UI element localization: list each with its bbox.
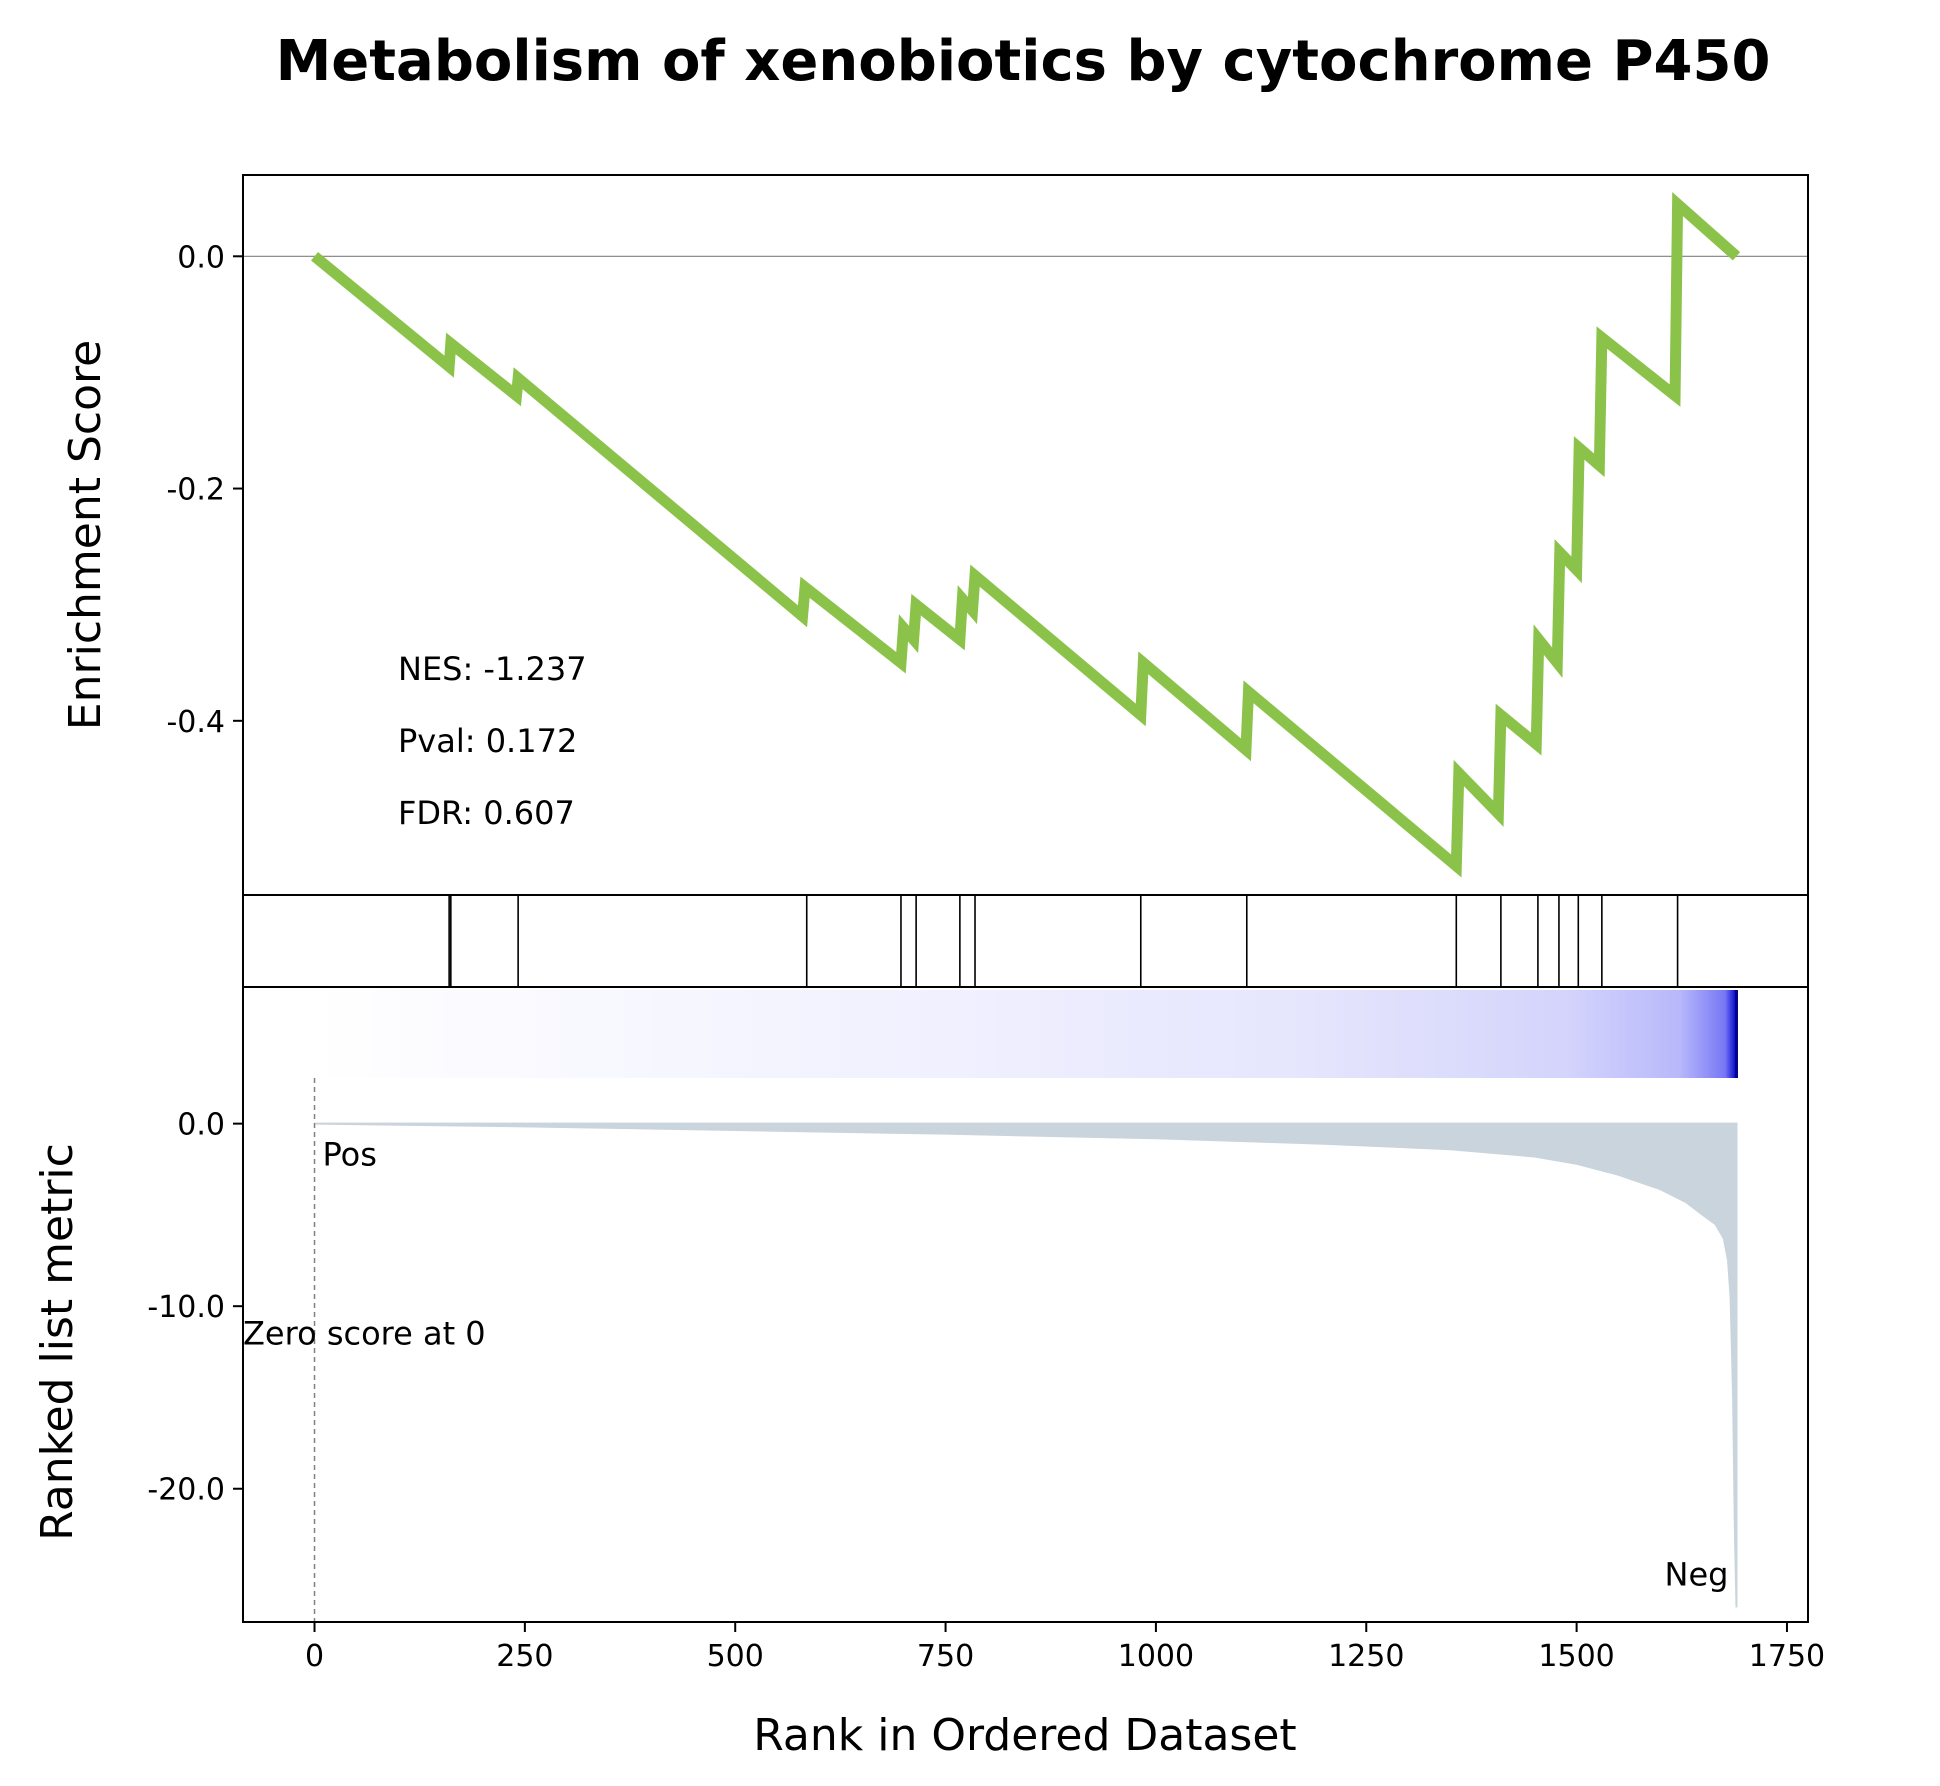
x-ticks: 0 250 500 750 1000 1250 1500 1750 xyxy=(305,1622,1825,1674)
fdr-annotation: FDR: 0.607 xyxy=(398,794,575,832)
enrichment-score-line xyxy=(311,191,1741,878)
ranked-metric-panel: Zero score at 0 Pos Neg 0.0 -10.0 -20.0 0 2… xyxy=(32,986,1825,1761)
ranked-metric-y-label: Ranked list metric xyxy=(32,1143,83,1541)
enrichment-y-label: Enrichment Score xyxy=(60,340,111,730)
x-tick-label: 1250 xyxy=(1328,1639,1404,1674)
enrichment-y-tick-label: -0.2 xyxy=(166,473,225,508)
x-tick-label: 1000 xyxy=(1118,1639,1194,1674)
ranked-metric-y-ticks: 0.0 -10.0 -20.0 xyxy=(147,1108,243,1508)
enrichment-panel: 0.0 -0.2 -0.4 Enrichment Score NES: -1.237… xyxy=(60,174,1809,896)
pval-annotation: Pval: 0.172 xyxy=(398,722,577,760)
hits-panel xyxy=(242,894,1809,988)
hits-axes-frame xyxy=(242,894,1809,988)
x-tick-label: 1750 xyxy=(1749,1639,1825,1674)
ranked-metric-area xyxy=(314,1122,1738,1608)
x-tick-label: 750 xyxy=(917,1639,974,1674)
pos-label: Pos xyxy=(323,1136,377,1174)
ranked-metric-axes-frame xyxy=(242,986,1809,1623)
neg-label: Neg xyxy=(1665,1555,1729,1593)
zero-score-label: Zero score at 0 xyxy=(243,1315,486,1353)
enrichment-y-tick-label: -0.4 xyxy=(166,705,225,740)
enrichment-y-ticks: 0.0 -0.2 -0.4 xyxy=(166,240,243,740)
ranked-metric-y-tick-label: 0.0 xyxy=(177,1108,225,1143)
ranked-metric-y-tick-label: -20.0 xyxy=(147,1473,225,1508)
x-tick-label: 250 xyxy=(496,1639,553,1674)
x-axis-label: Rank in Ordered Dataset xyxy=(753,1710,1296,1761)
hit-lines xyxy=(448,895,1679,987)
ranked-metric-y-tick-label: -10.0 xyxy=(147,1290,225,1325)
x-tick-label: 500 xyxy=(707,1639,764,1674)
x-tick-label: 0 xyxy=(305,1639,324,1674)
nes-annotation: NES: -1.237 xyxy=(398,650,587,688)
x-tick-label: 1500 xyxy=(1538,1639,1614,1674)
rank-heatmap-strip xyxy=(314,990,1737,1078)
enrichment-y-tick-label: 0.0 xyxy=(177,240,225,275)
chart-title: Metabolism of xenobiotics by cytochrome … xyxy=(276,29,1771,94)
